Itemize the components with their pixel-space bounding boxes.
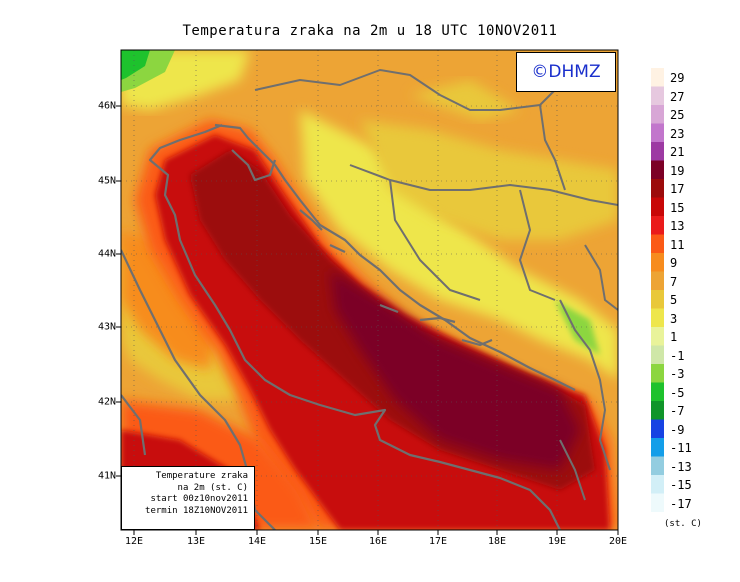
lon-label-12e: 12E <box>124 536 144 547</box>
legend-swatch <box>651 438 664 457</box>
legend-label: 15 <box>670 200 685 215</box>
info-line: na 2m (st. C) <box>177 482 248 493</box>
legend-swatch <box>651 160 664 179</box>
legend-swatch <box>651 475 664 494</box>
lat-label-46n: 46N <box>97 100 116 112</box>
legend-swatch <box>651 216 664 235</box>
lon-label-15e: 15E <box>308 536 328 547</box>
lat-label-42n: 42N <box>97 396 116 408</box>
legend-label: 25 <box>670 108 685 123</box>
info-line: termin 18Z10NOV2011 <box>145 505 248 516</box>
legend-swatch <box>651 179 664 198</box>
legend-swatch <box>651 105 664 124</box>
legend-label: -1 <box>670 348 685 363</box>
map-title: Temperatura zraka na 2m u 18 UTC 10NOV20… <box>182 23 558 39</box>
legend-label: -11 <box>670 441 692 456</box>
legend-swatch <box>651 253 664 272</box>
legend-swatch <box>651 234 664 253</box>
dhmz-logo: ©DHMZ <box>516 52 616 92</box>
legend-swatch <box>651 86 664 105</box>
legend-label: 17 <box>670 182 685 197</box>
legend-label: -9 <box>670 422 685 437</box>
legend-swatch <box>651 364 664 383</box>
legend-label: 1 <box>670 330 678 345</box>
legend-label: 29 <box>670 71 685 86</box>
legend-label: 5 <box>670 293 678 308</box>
legend-label: -7 <box>670 404 685 419</box>
legend-label: -15 <box>670 478 692 493</box>
lat-label-44n: 44N <box>97 248 116 260</box>
info-line: start 00z10nov2011 <box>150 494 248 504</box>
lon-label-20e: 20E <box>608 536 628 547</box>
legend-swatch <box>651 327 664 346</box>
lat-label-43n: 43N <box>97 321 116 333</box>
legend-swatch <box>651 345 664 364</box>
legend-swatch <box>651 142 664 161</box>
temperature-field <box>121 50 618 530</box>
legend-swatch <box>651 308 664 327</box>
legend-label: -13 <box>670 459 692 474</box>
gridlines <box>121 50 618 530</box>
info-line: Temperature zraka <box>155 471 248 481</box>
lat-label-45n: 45N <box>97 175 116 187</box>
legend-label: 9 <box>670 256 678 271</box>
info-box: Temperature zraka na 2m (st. C) start 00… <box>121 466 255 530</box>
axis-ticks <box>116 105 619 535</box>
legend-swatch <box>651 197 664 216</box>
legend-label: 27 <box>670 89 685 104</box>
lon-label-16e: 16E <box>368 536 388 547</box>
legend-label: 23 <box>670 126 685 141</box>
legend-units: (st. C) <box>664 519 702 529</box>
legend-label: 3 <box>670 311 678 326</box>
legend-swatch <box>651 68 664 87</box>
lat-label-41n: 41N <box>97 470 116 482</box>
legend-swatch <box>651 419 664 438</box>
legend-swatch <box>651 456 664 475</box>
legend-label: 21 <box>670 145 685 160</box>
lon-label-19e: 19E <box>547 536 567 547</box>
lon-label-18e: 18E <box>487 536 507 547</box>
legend-label: -3 <box>670 367 685 382</box>
map-frame <box>120 49 619 531</box>
legend-swatch <box>651 123 664 142</box>
legend-label: 11 <box>670 237 685 252</box>
lon-label-17e: 17E <box>428 536 448 547</box>
legend-label: -17 <box>670 496 692 511</box>
legend-swatch <box>651 493 664 512</box>
lon-label-14e: 14E <box>247 536 267 547</box>
legend-label: 7 <box>670 274 678 289</box>
legend-color-bar <box>651 68 664 512</box>
legend-label: -5 <box>670 385 685 400</box>
legend-label: 13 <box>670 219 685 234</box>
lon-label-13e: 13E <box>186 536 206 547</box>
legend-swatch <box>651 382 664 401</box>
legend-swatch <box>651 401 664 420</box>
legend-swatch <box>651 271 664 290</box>
legend-swatch <box>651 290 664 309</box>
legend-label: 19 <box>670 163 685 178</box>
